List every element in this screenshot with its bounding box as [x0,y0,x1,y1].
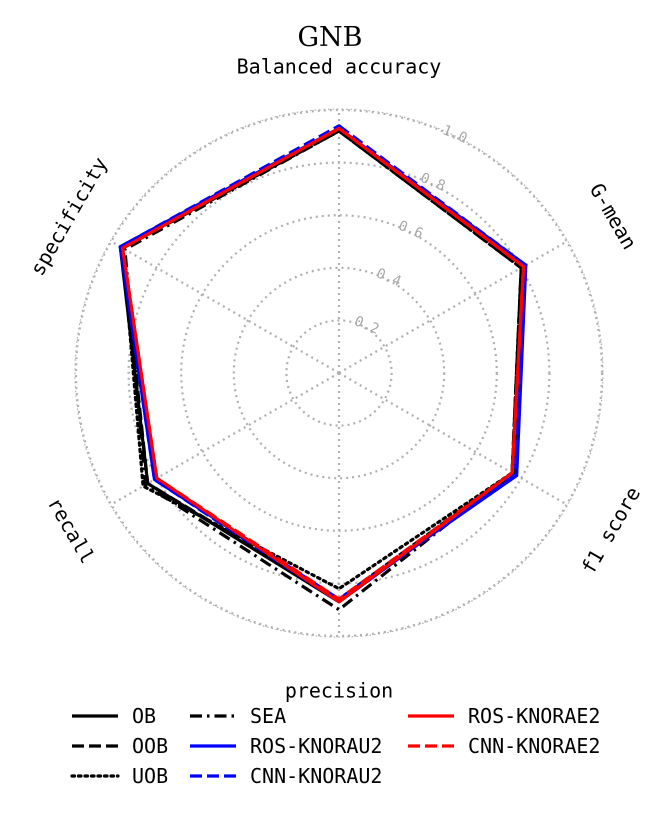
legend-label-sea: SEA [250,704,286,728]
grid-spoke [338,372,568,506]
radial-tick-label: 0.2 [352,313,381,337]
grid-circle [232,266,446,480]
radar-grid [74,108,604,638]
legend-label-uob: UOB [132,764,168,788]
series-line-uob [121,129,523,591]
chart-title: GNB [297,22,362,53]
legend-label-cnn-knorae2: CNN-KNORAE2 [468,734,600,758]
axis-label-precision: precision [285,679,393,703]
grid-spoke [110,372,340,506]
axis-label-specificity: specificity [25,153,112,280]
grid-spoke [110,240,340,374]
axis-label-g-mean: G-mean [585,179,642,254]
series-line-cnn-knorau2 [118,124,528,604]
legend-label-ros-knorau2: ROS-KNORAU2 [250,734,382,758]
series-line-ros-knorae2 [121,126,526,604]
axis-label-recall: recall [43,493,100,568]
grid-spoke [338,240,568,374]
axis-label-f1-score: f1 score [576,483,645,578]
legend: OB OOB UOB SEA ROS-KNORAU2 CNN-KNORAU2 ROS-KNO… [70,704,600,788]
series-lines [118,124,528,612]
legend-label-oob: OOB [132,734,168,758]
series-line-sea [123,129,523,612]
legend-label-ros-knorae2: ROS-KNORAE2 [468,704,600,728]
legend-label-ob: OB [132,704,156,728]
axis-labels: Balanced accuracy G-mean f1 score precision… [25,55,645,703]
radial-tick-label: 1.0 [440,122,469,146]
axis-label-balanced-accuracy: Balanced accuracy [237,55,442,79]
grid-circle [285,319,393,427]
grid-circle [74,108,604,638]
series-line-cnn-knorae2 [121,126,526,601]
legend-label-cnn-knorau2: CNN-KNORAU2 [250,764,382,788]
